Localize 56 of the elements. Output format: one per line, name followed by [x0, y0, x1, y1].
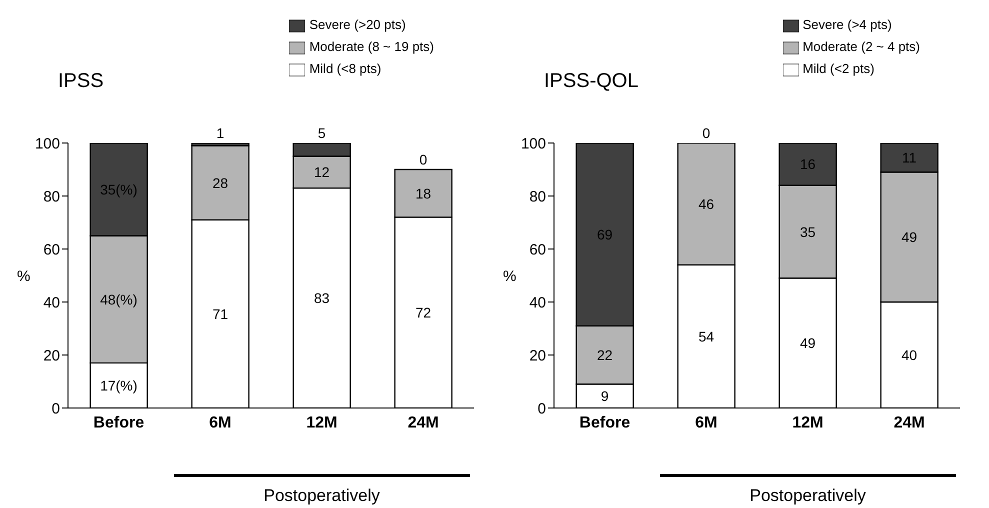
- data-label: 16: [800, 156, 816, 172]
- data-label: 11: [902, 150, 917, 166]
- data-label: 46: [698, 196, 714, 212]
- y-tick-label: 20: [529, 347, 546, 364]
- data-label: 69: [596, 226, 613, 242]
- legend-label: Severe (>20 pts): [309, 17, 406, 32]
- legend-label: Moderate (8 ~ 19 pts): [309, 39, 434, 54]
- chart-title: IPSS: [58, 70, 104, 93]
- data-label: 0: [702, 125, 710, 141]
- y-tick-label: 100: [34, 135, 60, 152]
- legend-label: Severe (>4 pts): [802, 17, 892, 32]
- x-tick-label: Before: [579, 414, 630, 432]
- data-label: 71: [212, 306, 228, 322]
- data-label: 9: [600, 388, 609, 404]
- data-label: 48(%): [100, 291, 138, 308]
- data-label: 1: [216, 125, 224, 141]
- data-label: 40: [901, 347, 918, 363]
- y-tick-label: 60: [529, 241, 546, 258]
- x-tick-label: 24M: [408, 414, 439, 432]
- data-label: 49: [800, 335, 816, 352]
- data-label: 28: [212, 174, 228, 191]
- text: Postoperatively: [748, 486, 867, 506]
- legend-label: Moderate (2 ~ 4 pts): [802, 39, 920, 54]
- x-tick-label: Before: [93, 414, 144, 432]
- legend-label: Mild (<8 pts): [309, 61, 382, 76]
- y-tick-label: 20: [43, 347, 60, 364]
- y-axis-title: %: [503, 268, 516, 285]
- x-tick-label: 12M: [792, 414, 824, 432]
- y-tick-label: 80: [43, 188, 60, 206]
- y-tick-label: 80: [529, 188, 546, 206]
- text: Postoperatively: [262, 486, 381, 506]
- data-label: 54: [698, 328, 714, 344]
- data-label: 0: [419, 152, 428, 168]
- y-tick-label: 60: [43, 241, 60, 258]
- y-tick-label: 40: [43, 294, 60, 312]
- y-tick-label: 0: [52, 400, 60, 418]
- x-tick-label: 12M: [306, 414, 338, 432]
- legend-label: Mild (<2 pts): [802, 61, 874, 76]
- data-label: 35(%): [100, 181, 138, 198]
- data-label: 18: [415, 185, 432, 202]
- data-label: 12: [314, 164, 330, 180]
- data-label: 5: [318, 125, 326, 141]
- data-label: 17(%): [100, 377, 138, 394]
- y-tick-label: 40: [529, 294, 546, 312]
- data-label: 83: [314, 290, 330, 306]
- x-tick-label: 6M: [209, 414, 232, 432]
- data-label: 72: [415, 304, 432, 321]
- data-label: 49: [901, 229, 918, 246]
- y-tick-label: 100: [520, 135, 546, 152]
- y-axis-title: %: [17, 268, 30, 285]
- chart-title: IPSS-QOL: [544, 70, 638, 93]
- y-tick-label: 0: [538, 400, 546, 418]
- data-label: 35: [800, 224, 816, 240]
- x-tick-label: 24M: [894, 414, 925, 432]
- data-label: 22: [596, 347, 613, 363]
- x-tick-label: 6M: [695, 414, 718, 432]
